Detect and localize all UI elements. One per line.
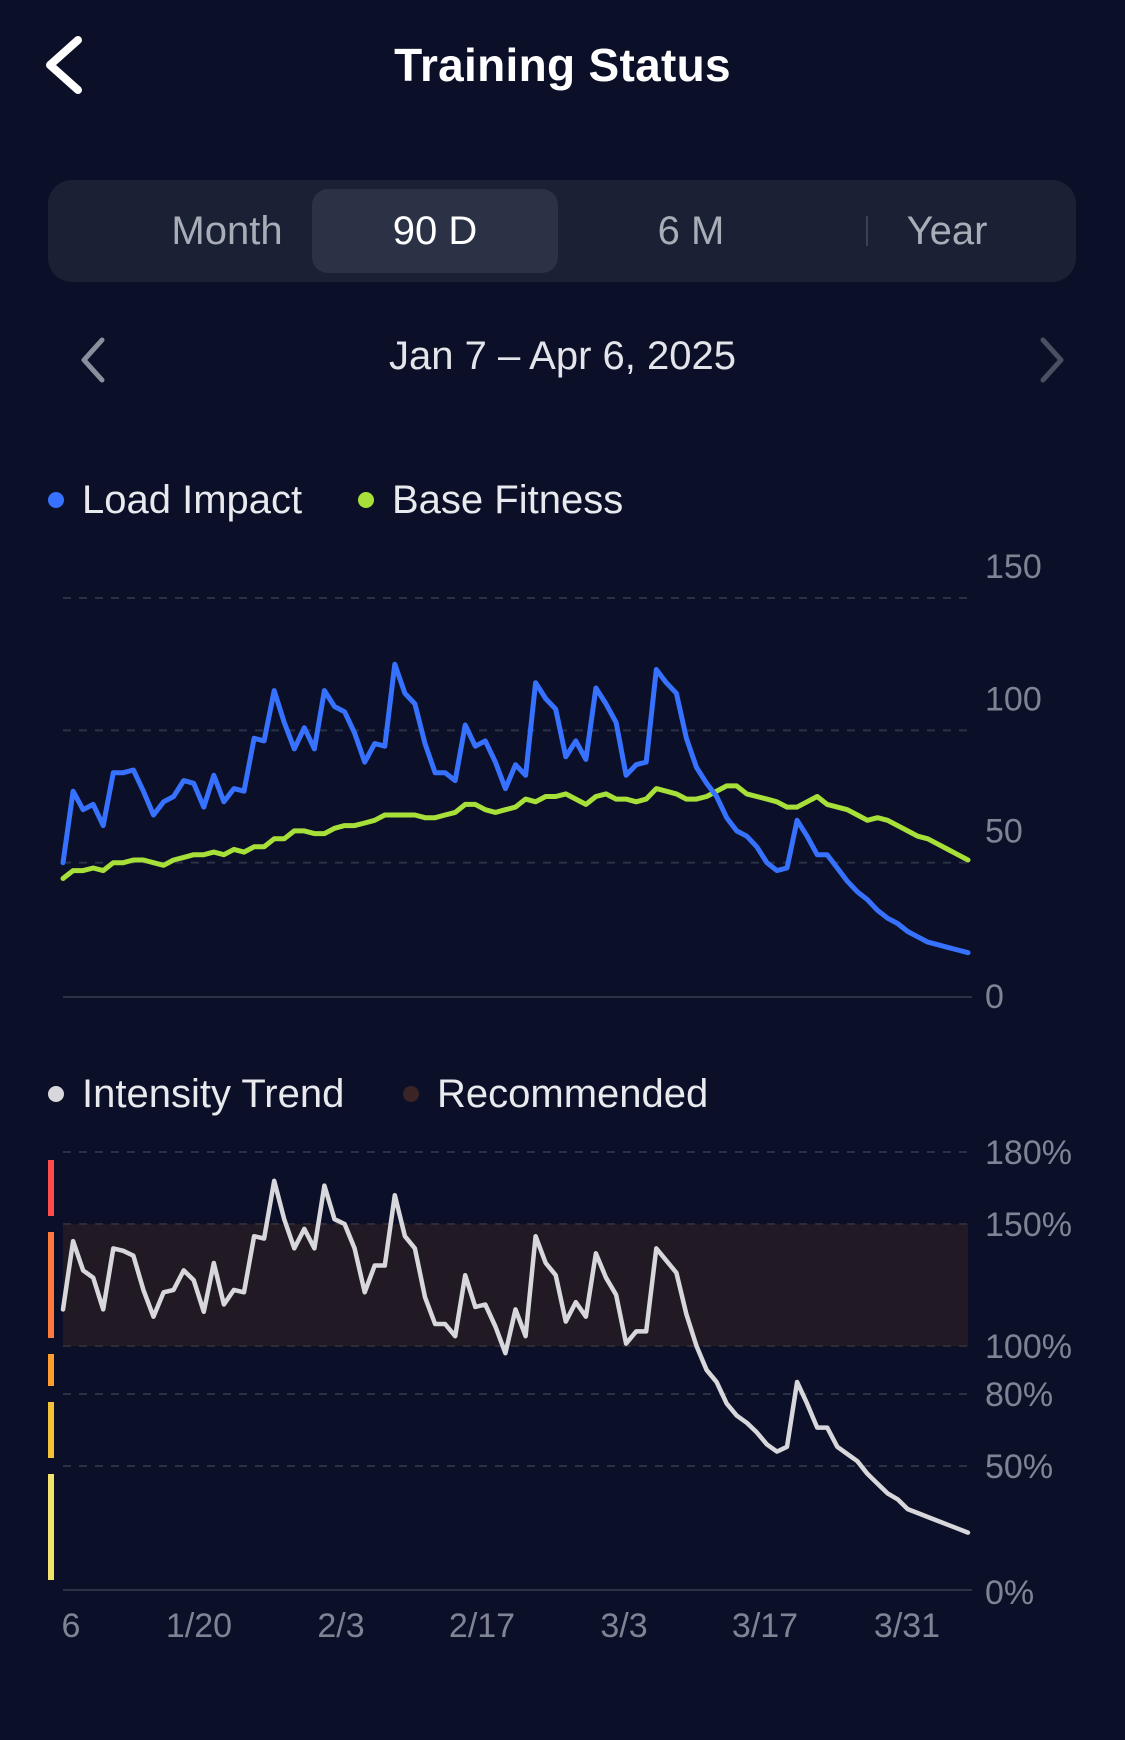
tab-6m[interactable]: 6 M xyxy=(657,209,725,253)
y-tick-label: 150 xyxy=(985,550,1042,586)
intensity-trend-chart: 180% 150% 100% 80% 50% 0% 6 1/20 2/3 2/17 3/3 3/17 3… xyxy=(48,1140,1072,1645)
x-tick-label: 1/20 xyxy=(166,1607,232,1645)
y-tick-label: 0% xyxy=(985,1574,1034,1612)
x-tick-label: 3/17 xyxy=(732,1607,798,1645)
legend-dot-base-fitness xyxy=(358,492,374,508)
intensity-zone-bar xyxy=(48,1402,54,1458)
y-tick-label: 50% xyxy=(985,1448,1053,1486)
legend-recommended[interactable]: Recommended xyxy=(403,1069,708,1119)
legend-label: Intensity Trend xyxy=(82,1072,345,1116)
tab-year[interactable]: Year xyxy=(906,209,988,253)
x-tick-label: 2/17 xyxy=(449,1607,515,1645)
tab-90d[interactable]: 90 D xyxy=(312,189,558,273)
intensity-zone-bar xyxy=(48,1354,54,1386)
date-range-nav: Jan 7 – Apr 6, 2025 xyxy=(0,320,1125,400)
x-tick-label: 3/3 xyxy=(600,1607,647,1645)
intensity-zone-bar xyxy=(48,1232,54,1338)
legend-dot-recommended xyxy=(403,1086,419,1102)
legend-label: Base Fitness xyxy=(392,478,624,522)
top-bar: Training Status xyxy=(0,0,1125,140)
x-tick-label: 3/31 xyxy=(874,1607,940,1645)
chevron-right-icon xyxy=(1040,337,1064,383)
chevron-left-icon xyxy=(46,36,82,94)
chevron-left-icon xyxy=(81,337,105,383)
intensity-zone-bar xyxy=(48,1160,54,1216)
legend-dot-load-impact xyxy=(48,492,64,508)
previous-range-button[interactable] xyxy=(70,332,120,388)
base-fitness-series-line xyxy=(60,783,971,881)
y-tick-label: 100% xyxy=(985,1328,1072,1366)
intensity-zone-bar xyxy=(48,1474,54,1580)
y-tick-label: 0 xyxy=(985,978,1004,1010)
intensity-trend-series-line xyxy=(60,1178,971,1535)
y-tick-label: 80% xyxy=(985,1376,1053,1414)
legend-base-fitness[interactable]: Base Fitness xyxy=(358,475,623,525)
load-chart-legend: Load Impact Base Fitness xyxy=(0,475,1125,525)
y-tick-label: 150% xyxy=(985,1206,1072,1244)
next-range-button[interactable] xyxy=(1025,332,1075,388)
y-tick-label: 100 xyxy=(985,680,1042,718)
recommended-band xyxy=(63,1224,968,1346)
y-tick-label: 50 xyxy=(985,813,1023,851)
load-impact-chart: 150 100 50 0 xyxy=(60,550,1042,1010)
tab-month[interactable]: Month xyxy=(171,209,283,253)
legend-label: Recommended xyxy=(437,1072,709,1116)
load-impact-series-line xyxy=(60,661,971,956)
back-button[interactable] xyxy=(40,30,100,100)
legend-label: Load Impact xyxy=(82,478,303,522)
date-range-label: Jan 7 – Apr 6, 2025 xyxy=(389,334,736,378)
legend-load-impact[interactable]: Load Impact xyxy=(48,475,302,525)
tab-divider xyxy=(866,216,868,246)
x-tick-label: 6 xyxy=(62,1607,81,1645)
legend-intensity-trend[interactable]: Intensity Trend xyxy=(48,1069,344,1119)
legend-dot-intensity-trend xyxy=(48,1086,64,1102)
period-segmented-control: Month 90 D 6 M Year xyxy=(48,180,1076,282)
intensity-chart-legend: Intensity Trend Recommended xyxy=(0,1069,1125,1119)
x-tick-label: 2/3 xyxy=(317,1607,364,1645)
page-title: Training Status xyxy=(394,39,731,91)
y-tick-label: 180% xyxy=(985,1140,1072,1172)
